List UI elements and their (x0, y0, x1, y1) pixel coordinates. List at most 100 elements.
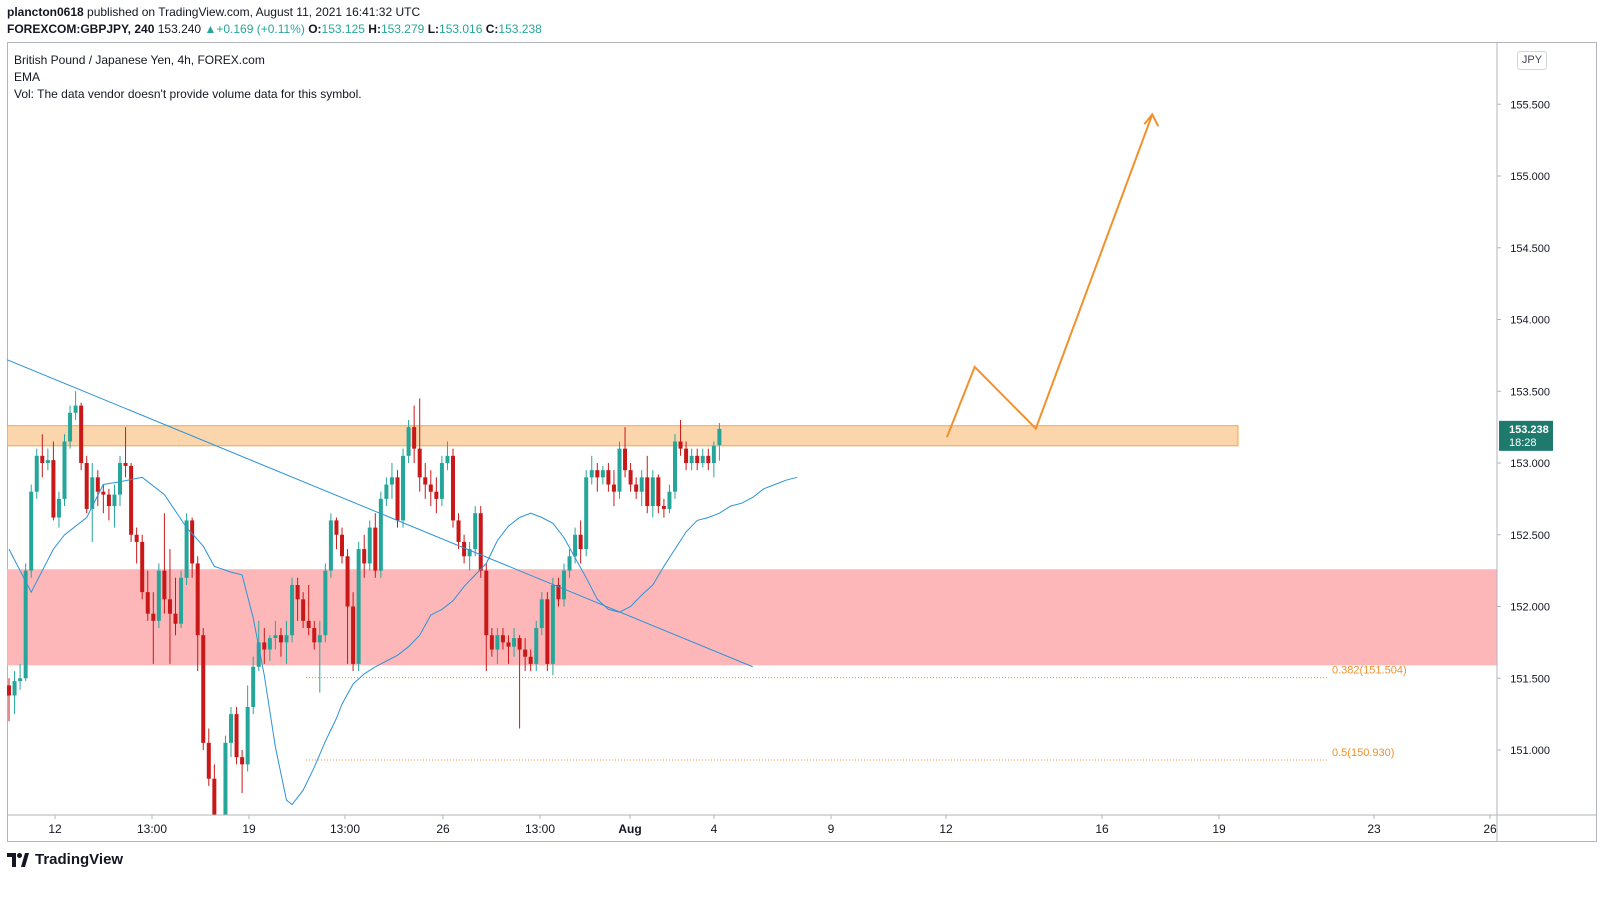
close-label: C: (485, 22, 499, 36)
candle-body-down (218, 843, 222, 897)
candle-body-down (434, 491, 439, 499)
candle-body-up (439, 463, 444, 499)
candle-body-down (500, 635, 505, 643)
candle-body-up (68, 412, 73, 442)
price-tick-label: 154.500 (1510, 243, 1550, 255)
currency-button[interactable]: JPY (1517, 51, 1547, 70)
author-name[interactable]: plancton0618 (7, 5, 84, 19)
candle-body-up (584, 477, 589, 550)
candle-body-up (673, 441, 677, 492)
candle-body-down (195, 563, 200, 636)
candle-body-up (689, 455, 694, 463)
trendline (7, 359, 753, 668)
candle-body-down (706, 455, 711, 463)
price-tick-label: 152.000 (1510, 602, 1550, 614)
time-tick-label: 9 (828, 822, 835, 836)
candle-body-down (451, 455, 455, 521)
candle-body-down (506, 642, 511, 647)
time-tick-label: 13:00 (525, 822, 555, 836)
candle-body-down (523, 649, 528, 657)
fib-layer: 0.382(151.504) 0.5(150.930) (306, 665, 1407, 761)
candle-body-down (129, 465, 134, 535)
candle-body-down (484, 570, 489, 636)
candle-body-up (567, 556, 572, 571)
candle-body-up (273, 635, 278, 639)
price-tick-label: 153.000 (1510, 458, 1550, 470)
time-tick-label: 19 (242, 822, 256, 836)
open-label: O: (308, 22, 322, 36)
candle-body-up (267, 638, 272, 650)
tradingview-footer[interactable]: TradingView (7, 851, 123, 868)
low-value: 153.016 (439, 22, 483, 36)
candle-body-down (301, 599, 306, 621)
time-tick-label: 19 (1212, 822, 1226, 836)
price-tick-label: 152.500 (1510, 530, 1550, 542)
lines-layer (7, 112, 1160, 806)
candle-body-down (95, 477, 100, 492)
candle-body-down (373, 527, 378, 571)
candle-body-up (56, 498, 61, 518)
price-tick-label: 153.500 (1510, 386, 1550, 398)
candle-body-up (495, 635, 500, 650)
candle-body-up (290, 584, 295, 636)
candle-body-down (201, 635, 206, 743)
footer-brand: TradingView (35, 851, 124, 868)
zones-layer (7, 425, 1497, 666)
candle-body-up (406, 427, 411, 456)
candle-body-up (328, 520, 333, 571)
time-axis[interactable]: 12 13:00 19 13:00 26 13:00 Aug 4 9 12 16 19 23 26 (7, 814, 1597, 836)
candle-body-up (256, 642, 261, 667)
time-tick-label: 13:00 (137, 822, 167, 836)
candle-body-down (517, 638, 522, 650)
candle-body-up (667, 491, 672, 509)
candle-body-up (378, 498, 383, 571)
candle-body-down (595, 470, 600, 478)
candle-body-up (245, 706, 250, 765)
candle-body-down (545, 599, 550, 664)
publish-text: published on TradingView.com, August 11,… (83, 5, 421, 19)
time-tick-label: 4 (711, 822, 718, 836)
candle-body-up (34, 455, 39, 492)
candle-body-up (45, 460, 50, 463)
candle-body-up (562, 570, 566, 600)
candle-body-down (606, 470, 611, 485)
price-tick-label: 154.000 (1510, 315, 1550, 327)
candle-body-down (334, 520, 339, 535)
candle-body-down (684, 448, 689, 463)
candle-body-down (412, 427, 417, 449)
candle-body-up (223, 742, 228, 815)
fib-level-label: 0.382(151.504) (1332, 665, 1407, 677)
candle-body-down (278, 635, 283, 643)
candle-body-down (101, 491, 106, 495)
price-tick-label: 151.500 (1510, 673, 1550, 685)
candle-body-down (206, 742, 211, 779)
support-zone (7, 569, 1497, 666)
ema-line (8, 476, 798, 806)
candle-body-up (617, 448, 622, 492)
candle-body-down (634, 484, 639, 492)
candle-body-down (351, 606, 356, 664)
candle-body-down (678, 441, 683, 449)
candle-body-up (600, 470, 605, 478)
candle-body-up (317, 635, 322, 643)
last-price-countdown: 18:28 (1509, 437, 1537, 449)
candle-body-up (700, 455, 705, 463)
candle-body-up (179, 577, 184, 624)
candle-body-up (229, 714, 233, 743)
candle-body-down (84, 463, 89, 509)
price-axis[interactable]: 151.000 151.500 152.000 152.500 153.000 153.5… (1496, 43, 1550, 842)
candle-body-down (79, 405, 84, 463)
candle-body-down (306, 620, 311, 629)
candle-body-down (623, 448, 628, 471)
candle-body-down (145, 592, 150, 614)
candle-body-up (367, 527, 372, 564)
candle-body-up (589, 470, 594, 478)
price-change: +0.169 (+0.11%) (216, 22, 305, 36)
legend-ema[interactable]: EMA (14, 70, 41, 84)
symbol-label[interactable]: FOREXCOM:GBPJPY, 240 (7, 22, 155, 36)
projection-arrowhead (1143, 112, 1160, 127)
candle-body-down (428, 484, 433, 492)
candle-body-up (445, 455, 450, 463)
